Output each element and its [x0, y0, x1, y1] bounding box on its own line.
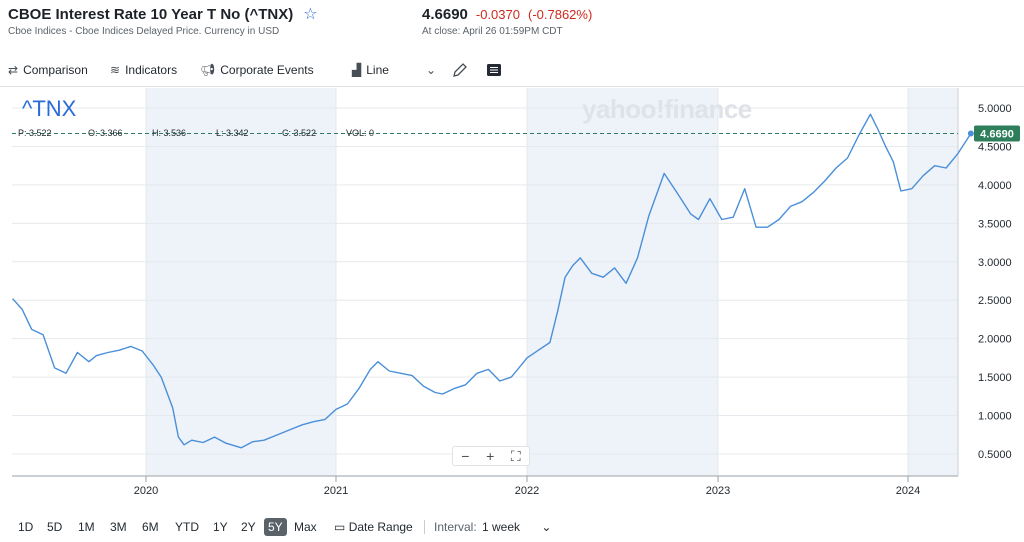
zoom-out-button[interactable]: −: [461, 448, 470, 464]
price-chart[interactable]: 0.5000 1.0000 1.5000 2.0000 2.5000 3.0000 3.50…: [0, 88, 1024, 508]
date-range-label: Date Range: [348, 520, 413, 534]
pencil-icon: [453, 63, 467, 77]
range-ytd[interactable]: YTD: [175, 520, 199, 534]
x-tick-label: 2020: [134, 485, 158, 497]
comparison-button[interactable]: ⇄ Comparison: [8, 63, 88, 77]
yahoo-finance-watermark: yahoo!finance: [582, 94, 752, 124]
ohlc-open: O: 3.366: [88, 128, 123, 138]
chart-type-label: Line: [366, 63, 389, 77]
chart-type-chevron[interactable]: ⌄: [426, 63, 441, 77]
year-band-2020: [146, 88, 336, 476]
calendar-icon: ▭: [334, 520, 346, 534]
range-5y[interactable]: 5Y: [264, 518, 287, 536]
x-tick-label: 2022: [515, 485, 539, 497]
range-divider: [424, 520, 425, 534]
megaphone-icon: 📢︎: [200, 63, 216, 77]
range-1d[interactable]: 1D: [18, 520, 34, 534]
at-close-timestamp: At close: April 26 01:59PM CDT: [422, 26, 563, 37]
indicators-icon: ≋: [110, 63, 121, 77]
chart-type-select[interactable]: ▟ Line: [352, 63, 389, 77]
range-6m[interactable]: 6M: [142, 520, 159, 534]
price-change-percent: (-0.7862%): [527, 7, 593, 22]
quote-subtitle: Cboe Indices - Cboe Indices Delayed Pric…: [8, 26, 280, 37]
indicators-button[interactable]: ≋ Indicators: [110, 63, 177, 77]
y-tick-label: 4.5000: [978, 141, 1012, 153]
last-price-tag: [974, 125, 1020, 142]
corporate-events-label: Corporate Events: [220, 63, 314, 77]
ohlc-previous: P: 3.522: [18, 128, 52, 138]
ohlc-low: L: 3.342: [216, 128, 249, 138]
table-icon: [487, 64, 501, 76]
quote-header: CBOE Interest Rate 10 Year T No (^TNX) ☆: [8, 6, 318, 23]
range-selector: 1D 5D 1M 3M 6M YTD 1Y 2Y 5Y Max ▭ Date R…: [0, 516, 1024, 540]
fit-screen-icon[interactable]: ⛶: [510, 447, 521, 464]
draw-button[interactable]: [452, 62, 468, 78]
toolbar-divider: [0, 86, 1024, 87]
y-tick-label: 4.0000: [978, 180, 1012, 192]
range-1m[interactable]: 1M: [78, 520, 95, 534]
y-tick-label: 3.5000: [978, 218, 1012, 230]
ohlc-close: C: 3.522: [282, 128, 317, 138]
y-tick-label: 2.5000: [978, 295, 1012, 307]
chevron-down-icon: ⌄: [426, 63, 437, 77]
zoom-controls: − + ⛶: [452, 446, 530, 466]
table-view-button[interactable]: [486, 63, 502, 77]
page-title: CBOE Interest Rate 10 Year T No (^TNX): [8, 6, 294, 23]
last-point-marker: [967, 130, 974, 137]
ohlc-volume: VOL: 0: [346, 128, 375, 138]
chevron-down-icon: ⌄: [541, 520, 552, 534]
quote-price-block: 4.6690 -0.0370 (-0.7862%): [422, 6, 592, 23]
y-tick-label: 1.0000: [978, 411, 1012, 423]
price-change: -0.0370: [475, 7, 520, 22]
comparison-label: Comparison: [23, 63, 88, 77]
y-tick-label: 1.5000: [978, 372, 1012, 384]
date-range-button[interactable]: ▭ Date Range: [334, 520, 413, 534]
interval-value: 1 week: [482, 520, 521, 534]
indicators-label: Indicators: [125, 63, 178, 77]
zoom-in-button[interactable]: +: [486, 448, 495, 464]
range-1y[interactable]: 1Y: [213, 520, 228, 534]
y-tick-label: 3.0000: [978, 257, 1012, 269]
chart-ticker-label: ^TNX: [22, 96, 77, 121]
line-chart-icon: ▟: [352, 63, 362, 77]
interval-select[interactable]: 1 week ⌄: [482, 520, 551, 534]
chart-toolbar: ⇄ Comparison ≋ Indicators 📢︎ Corporate E…: [0, 56, 1024, 84]
current-price: 4.6690: [422, 6, 468, 23]
range-2y[interactable]: 2Y: [241, 520, 256, 534]
range-max[interactable]: Max: [294, 520, 317, 534]
x-tick-label: 2021: [324, 485, 348, 497]
y-tick-label: 5.0000: [978, 103, 1012, 115]
y-tick-label: 0.5000: [978, 449, 1012, 461]
watchlist-star-icon[interactable]: ☆: [303, 5, 318, 23]
ohlc-high: H: 3.536: [152, 128, 187, 138]
range-5d[interactable]: 5D: [47, 520, 63, 534]
series-line: [12, 113, 972, 449]
last-price-tag-label: 4.6690: [980, 128, 1014, 140]
x-tick-label: 2024: [896, 485, 920, 497]
y-tick-label: 2.0000: [978, 334, 1012, 346]
x-tick-label: 2023: [706, 485, 730, 497]
range-3m[interactable]: 3M: [110, 520, 127, 534]
year-band-2022: [527, 88, 718, 476]
year-band-2024: [908, 88, 958, 476]
chart-area[interactable]: 0.5000 1.0000 1.5000 2.0000 2.5000 3.0000 3.50…: [0, 88, 1024, 508]
comparison-icon: ⇄: [8, 63, 19, 77]
interval-label: Interval:: [434, 520, 477, 534]
corporate-events-button[interactable]: 📢︎ Corporate Events: [200, 63, 314, 77]
